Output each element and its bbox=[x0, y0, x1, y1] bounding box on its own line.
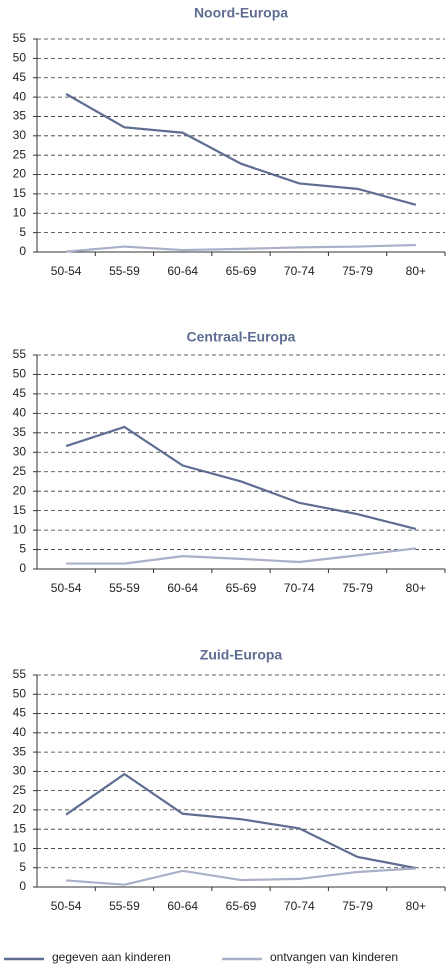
series-line bbox=[65, 772, 417, 870]
series-line bbox=[66, 867, 416, 886]
y-tick-label: 45 bbox=[13, 706, 27, 720]
y-tick-label: 40 bbox=[13, 725, 27, 739]
y-tick-label: 30 bbox=[13, 764, 27, 778]
x-tick-label: 65-69 bbox=[226, 581, 257, 595]
x-tick-label: 50-54 bbox=[51, 581, 82, 595]
x-tick-label: 75-79 bbox=[342, 264, 373, 278]
y-tick-label: 35 bbox=[13, 425, 27, 439]
series-line bbox=[66, 243, 416, 253]
y-tick-label: 40 bbox=[13, 89, 27, 103]
x-tick-label: 70-74 bbox=[284, 264, 315, 278]
y-tick-label: 10 bbox=[13, 522, 27, 536]
y-tick-label: 20 bbox=[13, 167, 27, 181]
x-tick-label: 80+ bbox=[406, 899, 426, 913]
x-tick-label: 60-64 bbox=[167, 581, 198, 595]
y-tick-label: 30 bbox=[13, 128, 27, 142]
y-tick-label: 25 bbox=[13, 783, 27, 797]
y-tick-label: 20 bbox=[13, 802, 27, 816]
y-tick-label: 45 bbox=[13, 70, 27, 84]
y-tick-label: 55 bbox=[13, 347, 27, 361]
x-tick-label: 70-74 bbox=[284, 581, 315, 595]
y-tick-label: 30 bbox=[13, 444, 27, 458]
legend-label: gegeven aan kinderen bbox=[52, 950, 171, 964]
series-line bbox=[66, 547, 416, 565]
y-tick-label: 20 bbox=[13, 483, 27, 497]
y-tick-label: 50 bbox=[13, 367, 27, 381]
y-tick-label: 25 bbox=[13, 464, 27, 478]
x-tick-label: 55-59 bbox=[109, 264, 140, 278]
y-tick-label: 50 bbox=[13, 51, 27, 65]
y-tick-label: 0 bbox=[19, 879, 26, 893]
x-tick-label: 55-59 bbox=[109, 899, 140, 913]
legend-label: ontvangen van kinderen bbox=[270, 950, 398, 964]
series-line bbox=[65, 93, 417, 206]
y-tick-label: 0 bbox=[19, 561, 26, 575]
x-tick-label: 50-54 bbox=[51, 264, 82, 278]
x-tick-label: 80+ bbox=[406, 264, 426, 278]
chart-title: Zuid-Europa bbox=[200, 647, 283, 663]
x-tick-label: 55-59 bbox=[109, 581, 140, 595]
chart-title: Centraal-Europa bbox=[187, 329, 296, 345]
y-tick-label: 10 bbox=[13, 205, 27, 219]
y-tick-label: 25 bbox=[13, 147, 27, 161]
y-tick-label: 5 bbox=[19, 225, 26, 239]
x-tick-label: 60-64 bbox=[167, 899, 198, 913]
y-tick-label: 15 bbox=[13, 821, 27, 835]
y-tick-label: 15 bbox=[13, 186, 27, 200]
y-tick-label: 0 bbox=[19, 244, 26, 258]
y-tick-label: 45 bbox=[13, 386, 27, 400]
x-tick-label: 80+ bbox=[406, 581, 426, 595]
x-tick-label: 60-64 bbox=[167, 264, 198, 278]
chart-title: Noord-Europa bbox=[194, 5, 288, 21]
y-tick-label: 50 bbox=[13, 686, 27, 700]
series-line bbox=[65, 425, 417, 530]
x-tick-label: 65-69 bbox=[226, 899, 257, 913]
x-tick-label: 75-79 bbox=[342, 581, 373, 595]
x-tick-label: 75-79 bbox=[342, 899, 373, 913]
x-tick-label: 70-74 bbox=[284, 899, 315, 913]
y-tick-label: 15 bbox=[13, 503, 27, 517]
x-tick-label: 65-69 bbox=[226, 264, 257, 278]
x-tick-label: 50-54 bbox=[51, 899, 82, 913]
y-tick-label: 55 bbox=[13, 667, 27, 681]
y-tick-label: 55 bbox=[13, 31, 27, 45]
y-tick-label: 5 bbox=[19, 542, 26, 556]
y-tick-label: 35 bbox=[13, 744, 27, 758]
y-tick-label: 35 bbox=[13, 109, 27, 123]
y-tick-label: 40 bbox=[13, 406, 27, 420]
y-tick-label: 5 bbox=[19, 860, 26, 874]
y-tick-label: 10 bbox=[13, 841, 27, 855]
